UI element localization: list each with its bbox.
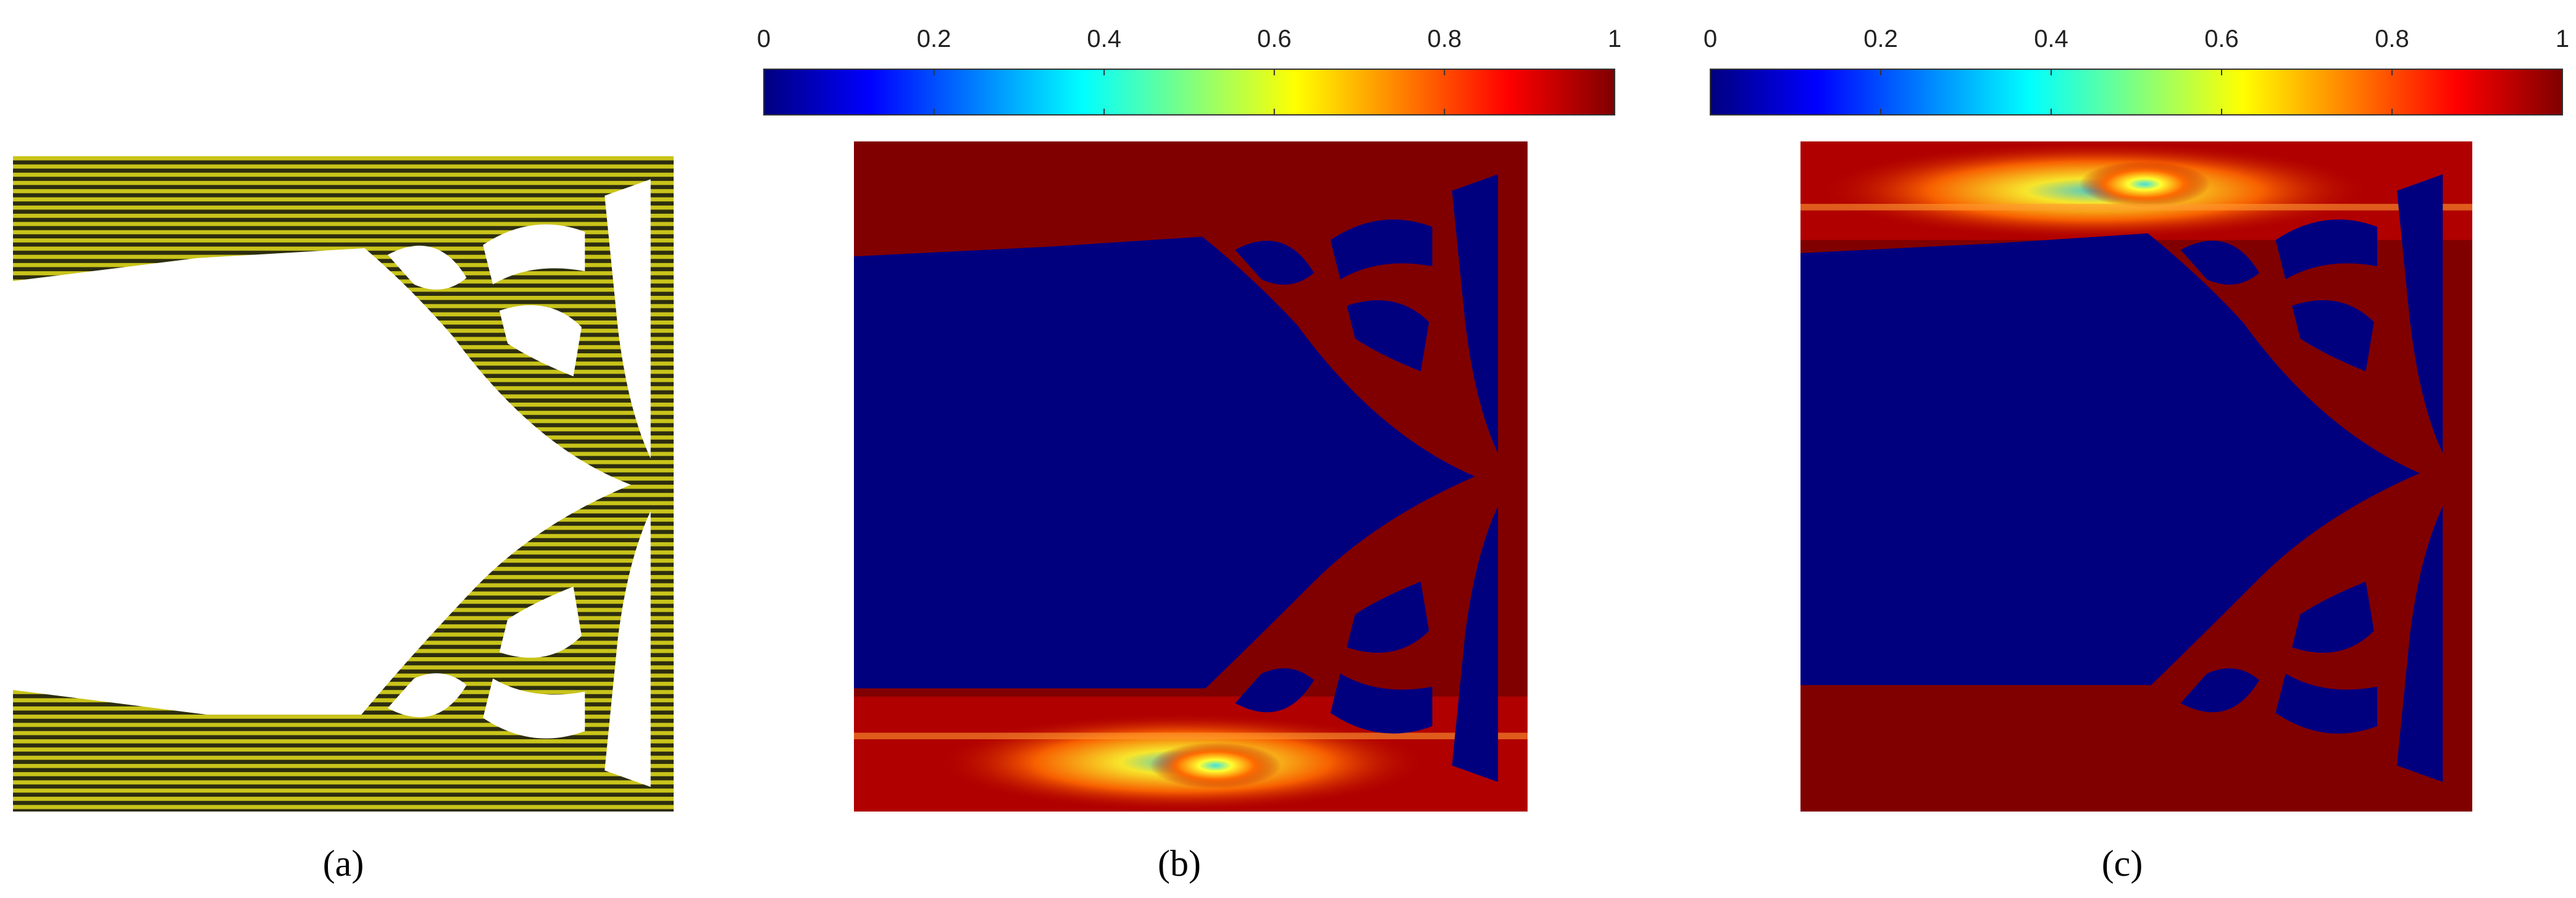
colorbar-tick-label: 0.4 bbox=[2034, 25, 2068, 52]
colorbar-tick-label: 0.4 bbox=[1087, 25, 1121, 52]
colorbar-tick-label: 1 bbox=[1608, 25, 1621, 52]
colorbar-tick-label: 0 bbox=[757, 25, 771, 52]
panel-label: (b) bbox=[1158, 843, 1201, 884]
colorbar-tick-label: 0.8 bbox=[1428, 25, 1462, 52]
heatmap-b bbox=[854, 141, 1528, 812]
panel-label: (c) bbox=[2102, 843, 2143, 884]
colorbars: 0 0.2 0.4 0.6 0.8 1 0 0.2 0.4 0.6 0.8 1 bbox=[757, 25, 2569, 115]
colorbar-tick-label: 0.6 bbox=[2204, 25, 2239, 52]
panel-labels: (a) (b) (c) bbox=[323, 843, 2143, 884]
colorbar-tick-label: 0.8 bbox=[2375, 25, 2409, 52]
panel-label: (a) bbox=[323, 843, 364, 884]
colorbar-tick-label: 0.6 bbox=[1257, 25, 1292, 52]
colorbar bbox=[763, 69, 1615, 115]
colorbar-tick-label: 0.2 bbox=[1863, 25, 1898, 52]
heatmap-c bbox=[1800, 141, 2472, 812]
colorbar bbox=[1710, 69, 2563, 115]
colorbar-tick-label: 1 bbox=[2556, 25, 2569, 52]
topology-panel bbox=[13, 156, 674, 812]
colorbar-tick-label: 0.2 bbox=[917, 25, 951, 52]
colorbar-tick-label: 0 bbox=[1704, 25, 1717, 52]
